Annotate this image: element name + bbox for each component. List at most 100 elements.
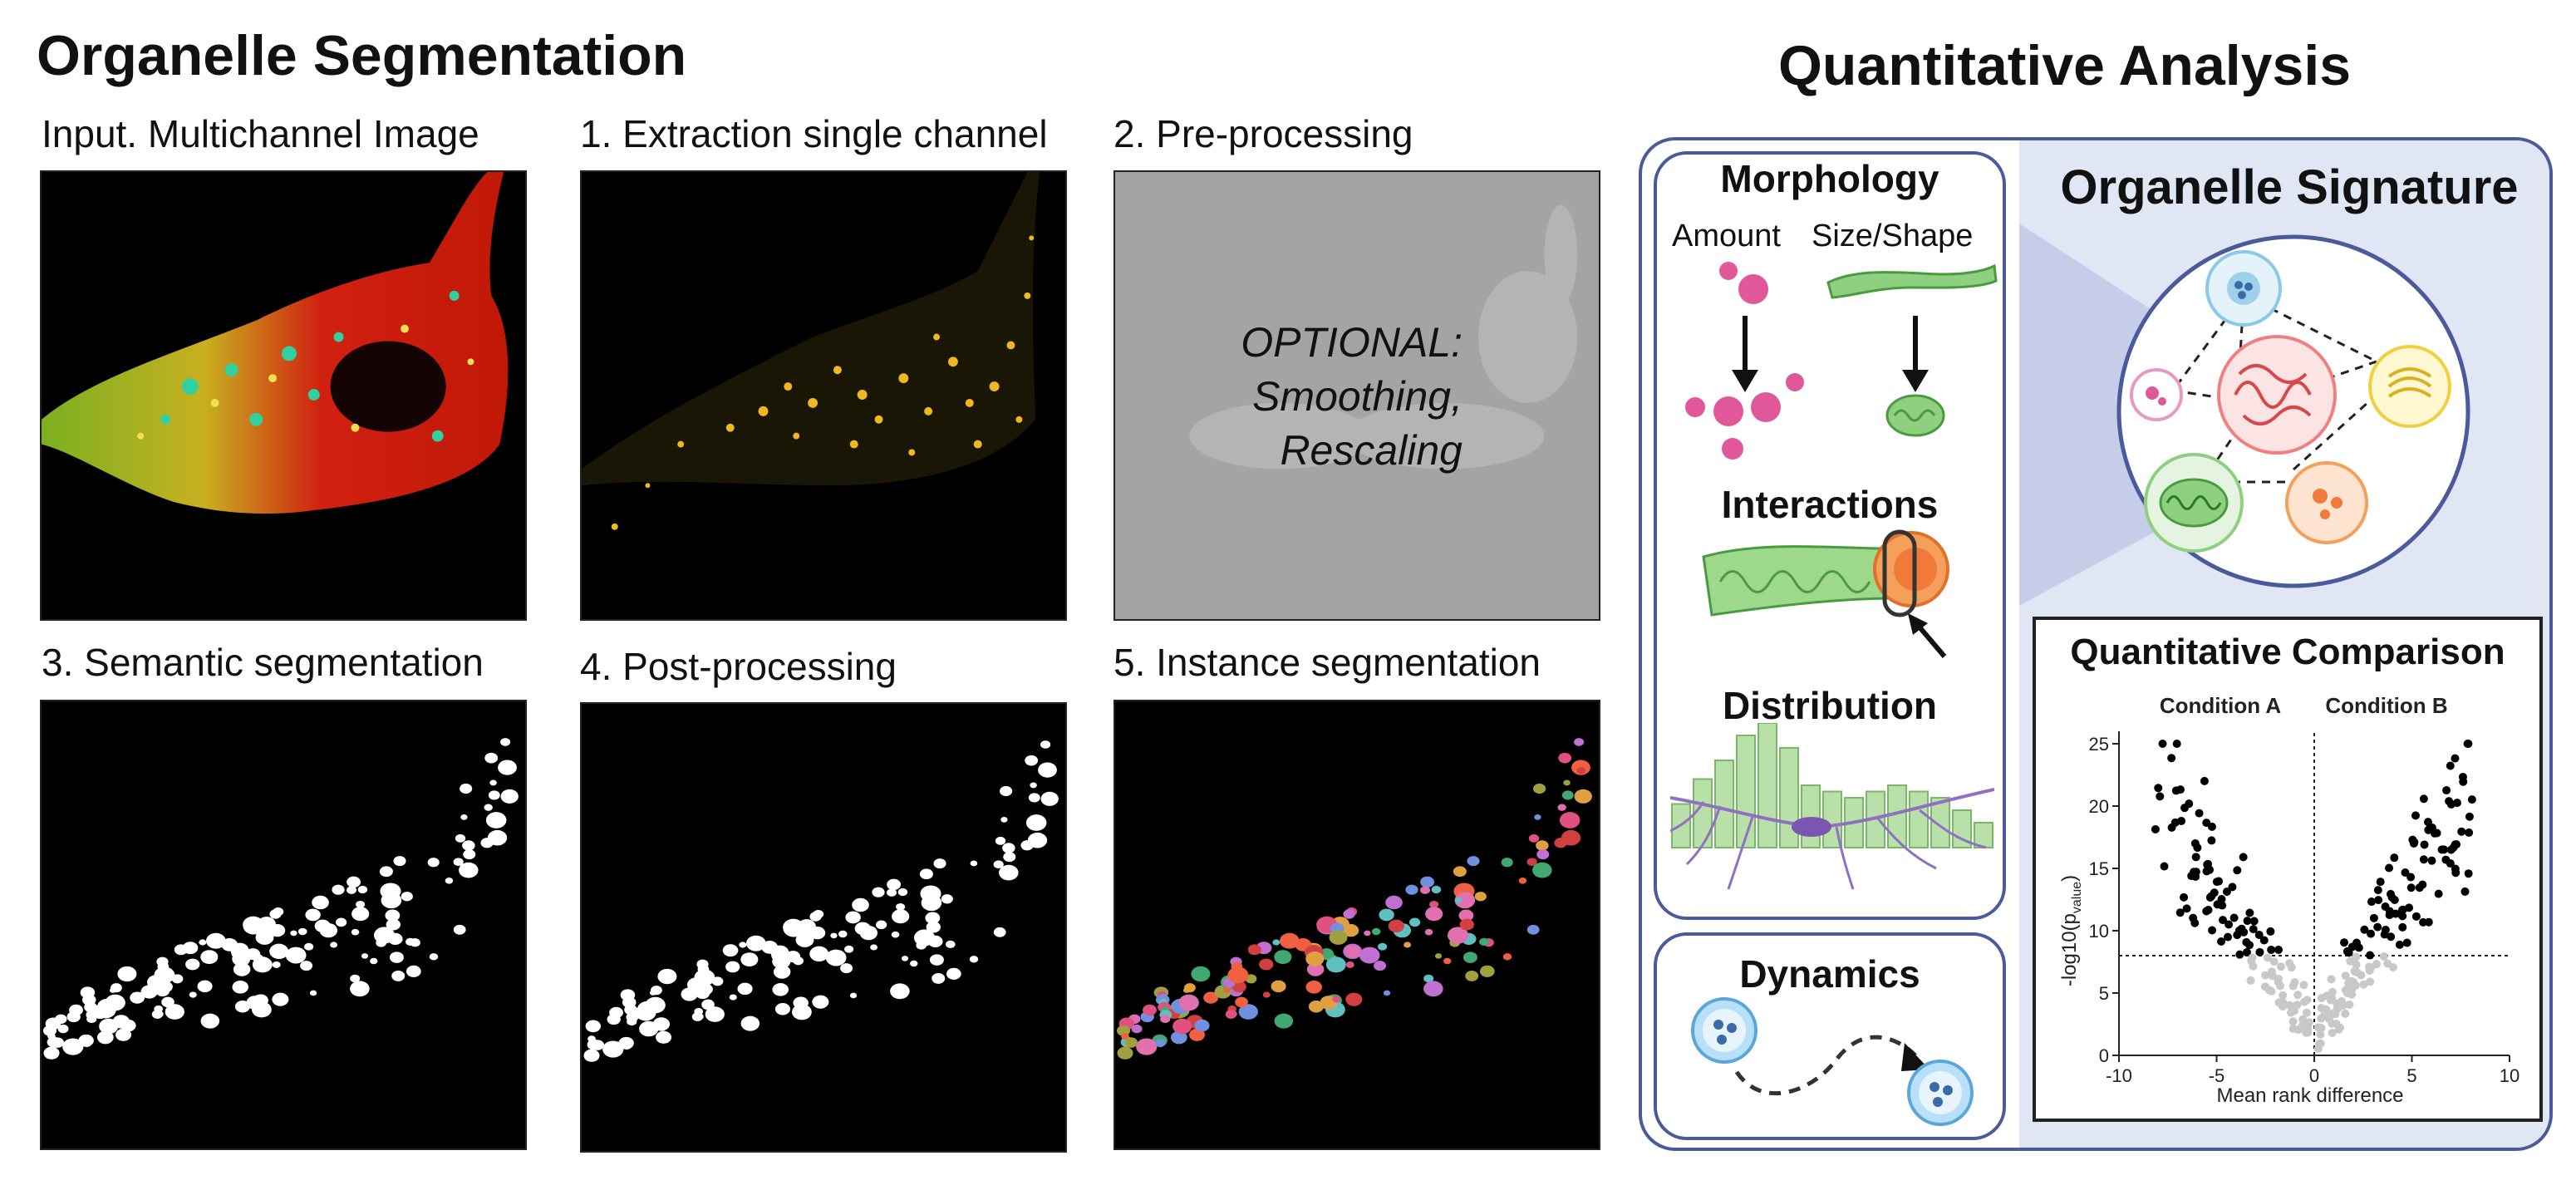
segmented-object xyxy=(232,981,248,994)
signature-title: Organelle Signature xyxy=(2060,160,2519,214)
comparison-title: Quantitative Comparison xyxy=(2070,632,2505,672)
segmented-object xyxy=(1308,1001,1324,1013)
segmented-object xyxy=(111,983,122,993)
segmented-object xyxy=(812,948,828,961)
volcano-point xyxy=(2229,913,2239,922)
segmented-object xyxy=(1155,1039,1166,1048)
segmented-object xyxy=(1371,927,1381,936)
segmented-object xyxy=(602,1040,624,1058)
y-axis-label-end: ) xyxy=(2058,875,2081,882)
segmented-object xyxy=(585,1020,602,1033)
volcano-point xyxy=(2445,797,2454,806)
y-tick-label: 20 xyxy=(2089,796,2109,817)
volcano-point xyxy=(2357,971,2366,980)
volcano-point xyxy=(2341,1009,2350,1018)
segmented-object xyxy=(185,958,200,971)
single-channel-image xyxy=(580,170,1067,621)
segmented-object xyxy=(705,1006,725,1022)
optional-note-line: Smoothing, xyxy=(1252,373,1463,420)
segmented-object xyxy=(1030,782,1037,789)
segmented-object xyxy=(792,1004,812,1020)
segmented-object xyxy=(255,930,274,945)
dynamics-diagram xyxy=(1691,997,1974,1126)
segmented-object xyxy=(300,961,313,971)
segmented-object xyxy=(47,1033,56,1040)
segmented-object xyxy=(1576,767,1586,774)
volcano-point xyxy=(2298,1015,2308,1024)
organelle-segmentation-title: Organelle Segmentation xyxy=(37,24,687,87)
segmented-object xyxy=(1000,785,1013,797)
segmented-object xyxy=(1378,942,1388,951)
segmented-object xyxy=(117,966,137,982)
volcano-point xyxy=(2274,974,2283,983)
volcano-point xyxy=(2212,878,2221,887)
segmented-object xyxy=(389,951,404,963)
volcano-point xyxy=(2457,827,2466,836)
volcano-point xyxy=(2442,786,2451,795)
volcano-point xyxy=(2267,967,2276,976)
segmented-object xyxy=(393,856,406,867)
volcano-point xyxy=(2189,913,2198,922)
quantitative-analysis-title: Quantitative Analysis xyxy=(1778,34,2352,97)
segmented-object xyxy=(1136,1038,1158,1055)
segmented-object xyxy=(1225,1010,1237,1019)
segmented-object xyxy=(285,947,307,964)
segmented-object xyxy=(116,1028,132,1041)
segmented-object xyxy=(591,1040,605,1050)
volcano-point xyxy=(2202,907,2211,916)
segmented-object xyxy=(1479,965,1495,977)
volcano-point xyxy=(2300,997,2309,1006)
segmented-object xyxy=(1532,862,1552,878)
volcano-point xyxy=(2346,956,2355,966)
volcano-point xyxy=(2405,903,2414,912)
volcano-point xyxy=(2379,951,2388,961)
morphology-diagram xyxy=(1685,262,1998,460)
segmented-object xyxy=(105,994,125,1011)
segmented-object xyxy=(1305,951,1325,966)
segmented-object xyxy=(1429,900,1439,908)
segmented-object xyxy=(381,897,389,903)
segmented-object xyxy=(174,944,188,956)
segmented-object xyxy=(1121,1033,1129,1040)
volcano-point xyxy=(2267,986,2276,996)
segmented-object xyxy=(772,983,789,996)
segmented-object xyxy=(232,951,251,966)
segmented-object xyxy=(460,814,468,820)
segmented-object xyxy=(1404,942,1412,948)
segmented-object xyxy=(1454,897,1463,903)
segmented-object xyxy=(69,1004,83,1016)
volcano-point xyxy=(2385,863,2394,873)
optional-note-line: Rescaling xyxy=(1280,427,1463,474)
distribution-bar xyxy=(1801,784,1821,848)
segmented-object xyxy=(587,1035,596,1042)
segmented-object xyxy=(480,838,494,848)
segmented-object xyxy=(725,961,740,973)
y-axis-label: -log10(pvalue) xyxy=(2058,875,2084,986)
volcano-point xyxy=(2410,838,2419,847)
volcano-point xyxy=(2217,937,2226,946)
volcano-point xyxy=(2175,908,2185,917)
segmented-object xyxy=(453,924,466,935)
segmented-object xyxy=(120,1019,136,1032)
volcano-point xyxy=(2182,904,2191,913)
segmented-object xyxy=(993,927,1006,937)
volcano-point xyxy=(2172,740,2181,748)
segmented-object xyxy=(427,858,440,868)
volcano-point xyxy=(2369,913,2378,922)
segmented-object xyxy=(737,982,753,996)
segmented-object xyxy=(1043,770,1053,777)
volcano-point xyxy=(2249,917,2259,926)
y-tick-label: 0 xyxy=(2099,1045,2109,1066)
volcano-point xyxy=(2245,908,2254,917)
segmented-object xyxy=(97,1001,106,1008)
segmented-object xyxy=(656,1030,672,1044)
segmented-object xyxy=(891,931,900,938)
volcano-point xyxy=(2299,981,2308,990)
volcano-point xyxy=(2373,922,2382,932)
segmented-object xyxy=(373,927,396,944)
arrow-icon xyxy=(1901,1043,1930,1071)
volcano-point xyxy=(2406,873,2416,882)
segmented-object xyxy=(1526,924,1540,935)
segmented-object xyxy=(1306,962,1325,976)
segmented-object xyxy=(1238,1004,1258,1020)
